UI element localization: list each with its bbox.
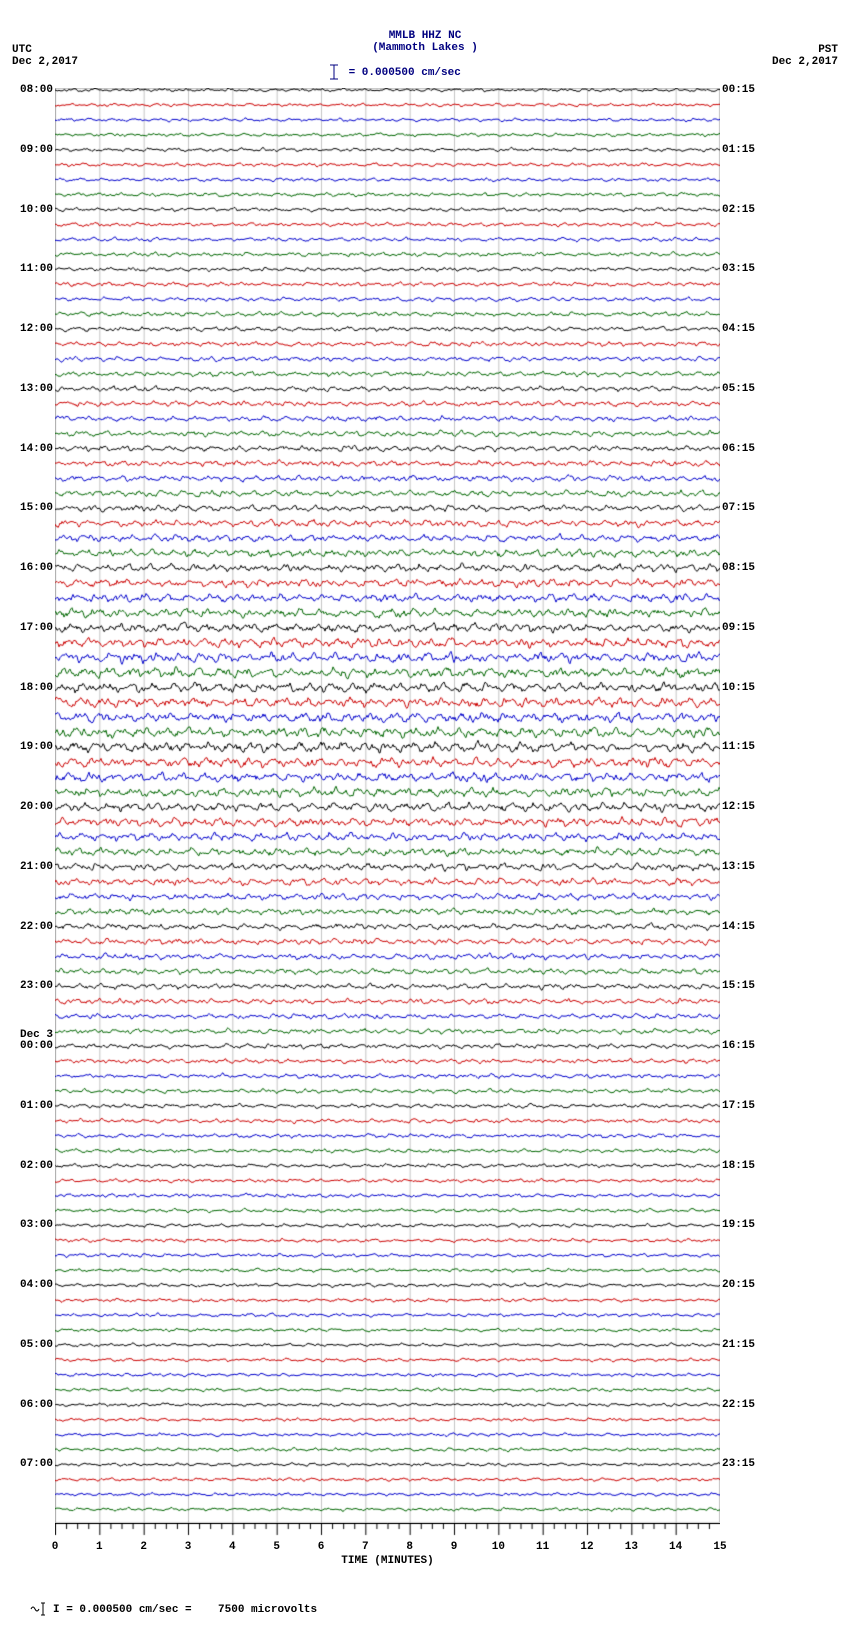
left-timezone-label: UTC bbox=[12, 44, 32, 56]
utc-time-label: 00:00 bbox=[20, 1040, 53, 1052]
helicorder-canvas bbox=[55, 88, 720, 1523]
utc-time-label: 19:00 bbox=[20, 741, 53, 753]
pst-time-label: 17:15 bbox=[722, 1100, 755, 1112]
pst-time-label: 06:15 bbox=[722, 443, 755, 455]
x-axis-tick-label: 11 bbox=[536, 1541, 549, 1553]
x-axis-tick-label: 6 bbox=[318, 1541, 325, 1553]
utc-time-label: 12:00 bbox=[20, 323, 53, 335]
station-title: MMLB HHZ NC bbox=[0, 0, 850, 42]
x-axis: TIME (MINUTES) 0123456789101112131415 bbox=[55, 1523, 720, 1563]
x-axis-tick-label: 13 bbox=[625, 1541, 638, 1553]
x-axis-title: TIME (MINUTES) bbox=[55, 1555, 720, 1567]
x-axis-tick-label: 9 bbox=[451, 1541, 458, 1553]
pst-time-label: 19:15 bbox=[722, 1219, 755, 1231]
pst-time-label: 05:15 bbox=[722, 383, 755, 395]
utc-time-label: 17:00 bbox=[20, 622, 53, 634]
pst-time-label: 01:15 bbox=[722, 144, 755, 156]
pst-time-label: 07:15 bbox=[722, 502, 755, 514]
right-timezone-label: PST bbox=[818, 44, 838, 56]
pst-time-label: 16:15 bbox=[722, 1040, 755, 1052]
pst-time-label: 11:15 bbox=[722, 741, 755, 753]
utc-time-label: 16:00 bbox=[20, 562, 53, 574]
pst-time-label: 10:15 bbox=[722, 682, 755, 694]
utc-time-label: 10:00 bbox=[20, 204, 53, 216]
utc-time-label: 15:00 bbox=[20, 502, 53, 514]
utc-time-label: 23:00 bbox=[20, 980, 53, 992]
pst-time-label: 09:15 bbox=[722, 622, 755, 634]
x-axis-tick-label: 12 bbox=[580, 1541, 593, 1553]
x-axis-tick-label: 2 bbox=[140, 1541, 147, 1553]
footer-scale: I = 0.000500 cm/sec = 7500 microvolts bbox=[4, 1590, 317, 1628]
x-axis-ticks bbox=[55, 1523, 720, 1541]
scale-text: = 0.000500 cm/sec bbox=[342, 67, 461, 79]
left-date-label: Dec 2,2017 bbox=[12, 56, 78, 68]
utc-time-label: 07:00 bbox=[20, 1458, 53, 1470]
utc-time-label: 08:00 bbox=[20, 84, 53, 96]
scale-bar: = 0.000500 cm/sec bbox=[328, 63, 461, 81]
utc-time-label: 20:00 bbox=[20, 801, 53, 813]
pst-time-label: 15:15 bbox=[722, 980, 755, 992]
helicorder-plot bbox=[55, 88, 720, 1523]
utc-time-label: 06:00 bbox=[20, 1399, 53, 1411]
utc-time-label: 04:00 bbox=[20, 1279, 53, 1291]
pst-time-label: 00:15 bbox=[722, 84, 755, 96]
station-subtitle: (Mammoth Lakes ) bbox=[0, 42, 850, 54]
x-axis-tick-label: 14 bbox=[669, 1541, 682, 1553]
utc-time-label: 18:00 bbox=[20, 682, 53, 694]
pst-time-label: 04:15 bbox=[722, 323, 755, 335]
x-axis-tick-label: 5 bbox=[273, 1541, 280, 1553]
x-axis-tick-label: 0 bbox=[52, 1541, 59, 1553]
utc-time-label: 13:00 bbox=[20, 383, 53, 395]
pst-time-label: 14:15 bbox=[722, 921, 755, 933]
pst-time-label: 02:15 bbox=[722, 204, 755, 216]
pst-time-label: 12:15 bbox=[722, 801, 755, 813]
utc-time-label: 05:00 bbox=[20, 1339, 53, 1351]
x-axis-tick-label: 3 bbox=[185, 1541, 192, 1553]
utc-time-label: 22:00 bbox=[20, 921, 53, 933]
x-axis-tick-label: 7 bbox=[362, 1541, 369, 1553]
pst-time-label: 18:15 bbox=[722, 1160, 755, 1172]
utc-time-label: 02:00 bbox=[20, 1160, 53, 1172]
utc-time-label: 09:00 bbox=[20, 144, 53, 156]
pst-time-label: 08:15 bbox=[722, 562, 755, 574]
x-axis-tick-label: 4 bbox=[229, 1541, 236, 1553]
pst-time-label: 20:15 bbox=[722, 1279, 755, 1291]
utc-time-label: 01:00 bbox=[20, 1100, 53, 1112]
right-date-label: Dec 2,2017 bbox=[772, 56, 838, 68]
x-axis-tick-label: 15 bbox=[713, 1541, 726, 1553]
pst-time-label: 03:15 bbox=[722, 263, 755, 275]
pst-time-label: 22:15 bbox=[722, 1399, 755, 1411]
utc-time-label: 03:00 bbox=[20, 1219, 53, 1231]
x-axis-tick-label: 10 bbox=[492, 1541, 505, 1553]
x-axis-tick-label: 1 bbox=[96, 1541, 103, 1553]
utc-time-label: 21:00 bbox=[20, 861, 53, 873]
utc-time-label: 11:00 bbox=[20, 263, 53, 275]
pst-time-label: 13:15 bbox=[722, 861, 755, 873]
pst-time-label: 21:15 bbox=[722, 1339, 755, 1351]
pst-time-label: 23:15 bbox=[722, 1458, 755, 1470]
footer-scale-text: I = 0.000500 cm/sec = 7500 microvolts bbox=[46, 1604, 317, 1616]
utc-time-label: 14:00 bbox=[20, 443, 53, 455]
x-axis-tick-label: 8 bbox=[406, 1541, 413, 1553]
day-separator-label: Dec 3 bbox=[20, 1029, 53, 1041]
